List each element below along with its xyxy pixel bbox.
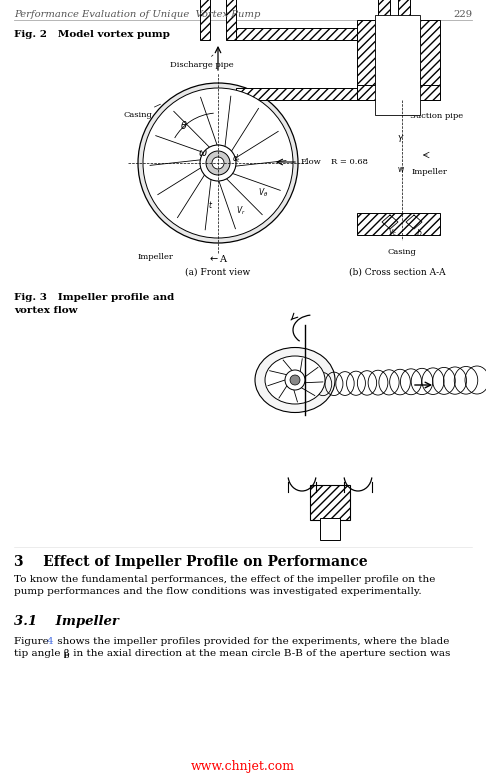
Ellipse shape bbox=[255, 347, 335, 412]
Text: Y: Y bbox=[397, 136, 402, 144]
Text: b: b bbox=[64, 652, 69, 660]
Circle shape bbox=[206, 151, 230, 175]
Circle shape bbox=[200, 145, 236, 181]
Text: $\omega$: $\omega$ bbox=[198, 148, 208, 158]
Text: 3.1    Impeller: 3.1 Impeller bbox=[14, 615, 119, 628]
Text: Fig. 2   Model vortex pump: Fig. 2 Model vortex pump bbox=[14, 30, 170, 39]
Circle shape bbox=[212, 157, 224, 169]
Ellipse shape bbox=[265, 356, 325, 404]
Bar bbox=[398, 0, 410, 40]
Text: Impeller: Impeller bbox=[138, 253, 174, 261]
Text: To know the fundamental performances, the effect of the impeller profile on the: To know the fundamental performances, th… bbox=[14, 575, 435, 584]
Text: Fig. 3   Impeller profile and: Fig. 3 Impeller profile and bbox=[14, 293, 174, 302]
Bar bbox=[375, 15, 420, 115]
Text: Performance Evaluation of Unique  Vortex Pump: Performance Evaluation of Unique Vortex … bbox=[14, 10, 260, 19]
Text: Casing: Casing bbox=[123, 104, 160, 119]
Text: Discharge pipe: Discharge pipe bbox=[170, 55, 234, 69]
Text: $\leftarrow$A: $\leftarrow$A bbox=[208, 253, 229, 264]
Bar bbox=[420, 20, 440, 100]
Text: 4: 4 bbox=[47, 637, 53, 646]
Bar bbox=[357, 213, 440, 235]
Text: Impeller: Impeller bbox=[412, 168, 448, 176]
Text: $\theta$: $\theta$ bbox=[180, 119, 188, 131]
Text: $y_c$: $y_c$ bbox=[388, 228, 398, 239]
Bar bbox=[226, 0, 236, 40]
Text: 229: 229 bbox=[453, 10, 472, 19]
Circle shape bbox=[143, 88, 293, 238]
Text: www.chnjet.com: www.chnjet.com bbox=[191, 760, 295, 773]
Bar bbox=[320, 518, 340, 540]
Bar bbox=[310, 485, 350, 520]
Bar bbox=[236, 88, 390, 100]
Text: $b$: $b$ bbox=[416, 228, 422, 239]
Circle shape bbox=[138, 83, 298, 243]
Text: (a) Front view: (a) Front view bbox=[185, 268, 251, 277]
Text: $V_r$: $V_r$ bbox=[236, 205, 246, 217]
Bar bbox=[357, 85, 440, 100]
Bar bbox=[200, 0, 210, 40]
Text: shows the impeller profiles provided for the experiments, where the blade: shows the impeller profiles provided for… bbox=[54, 637, 450, 646]
Text: $V_\theta$: $V_\theta$ bbox=[258, 187, 268, 199]
Text: (b) Cross section A-A: (b) Cross section A-A bbox=[348, 268, 445, 277]
Text: R = 0.68: R = 0.68 bbox=[331, 158, 368, 166]
Circle shape bbox=[285, 370, 305, 390]
Text: pump performances and the flow conditions was investigated experimentally.: pump performances and the flow condition… bbox=[14, 587, 422, 596]
Text: 3    Effect of Impeller Profile on Performance: 3 Effect of Impeller Profile on Performa… bbox=[14, 555, 367, 569]
Text: $d_t$: $d_t$ bbox=[232, 153, 241, 165]
Text: Suction pipe: Suction pipe bbox=[410, 112, 463, 120]
Text: Figure: Figure bbox=[14, 637, 52, 646]
Bar bbox=[378, 0, 390, 40]
Text: vortex flow: vortex flow bbox=[14, 306, 77, 315]
Text: tip angle β: tip angle β bbox=[14, 649, 70, 658]
Text: w: w bbox=[398, 166, 404, 174]
Bar bbox=[236, 28, 390, 40]
Text: Flow: Flow bbox=[301, 158, 322, 166]
Text: Casing: Casing bbox=[387, 248, 416, 256]
Text: $t$: $t$ bbox=[208, 199, 213, 211]
Text: in the axial direction at the mean circle B-B of the aperture section was: in the axial direction at the mean circl… bbox=[70, 649, 451, 658]
Bar bbox=[357, 20, 375, 100]
Circle shape bbox=[290, 375, 300, 385]
